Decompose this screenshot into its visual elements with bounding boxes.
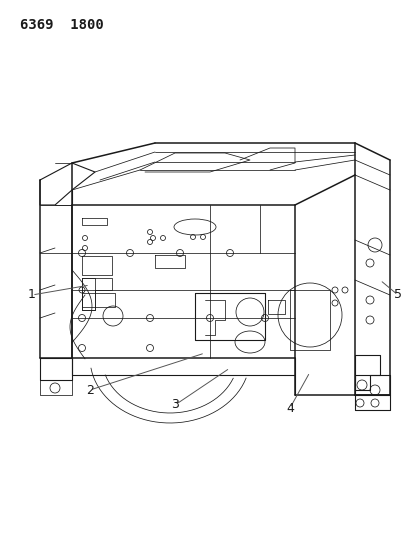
Text: 1: 1 xyxy=(28,288,36,302)
Text: 3: 3 xyxy=(171,399,179,411)
Text: 4: 4 xyxy=(286,401,294,415)
Text: 2: 2 xyxy=(86,384,94,397)
Text: 5: 5 xyxy=(394,288,402,302)
Text: 6369  1800: 6369 1800 xyxy=(20,18,104,32)
